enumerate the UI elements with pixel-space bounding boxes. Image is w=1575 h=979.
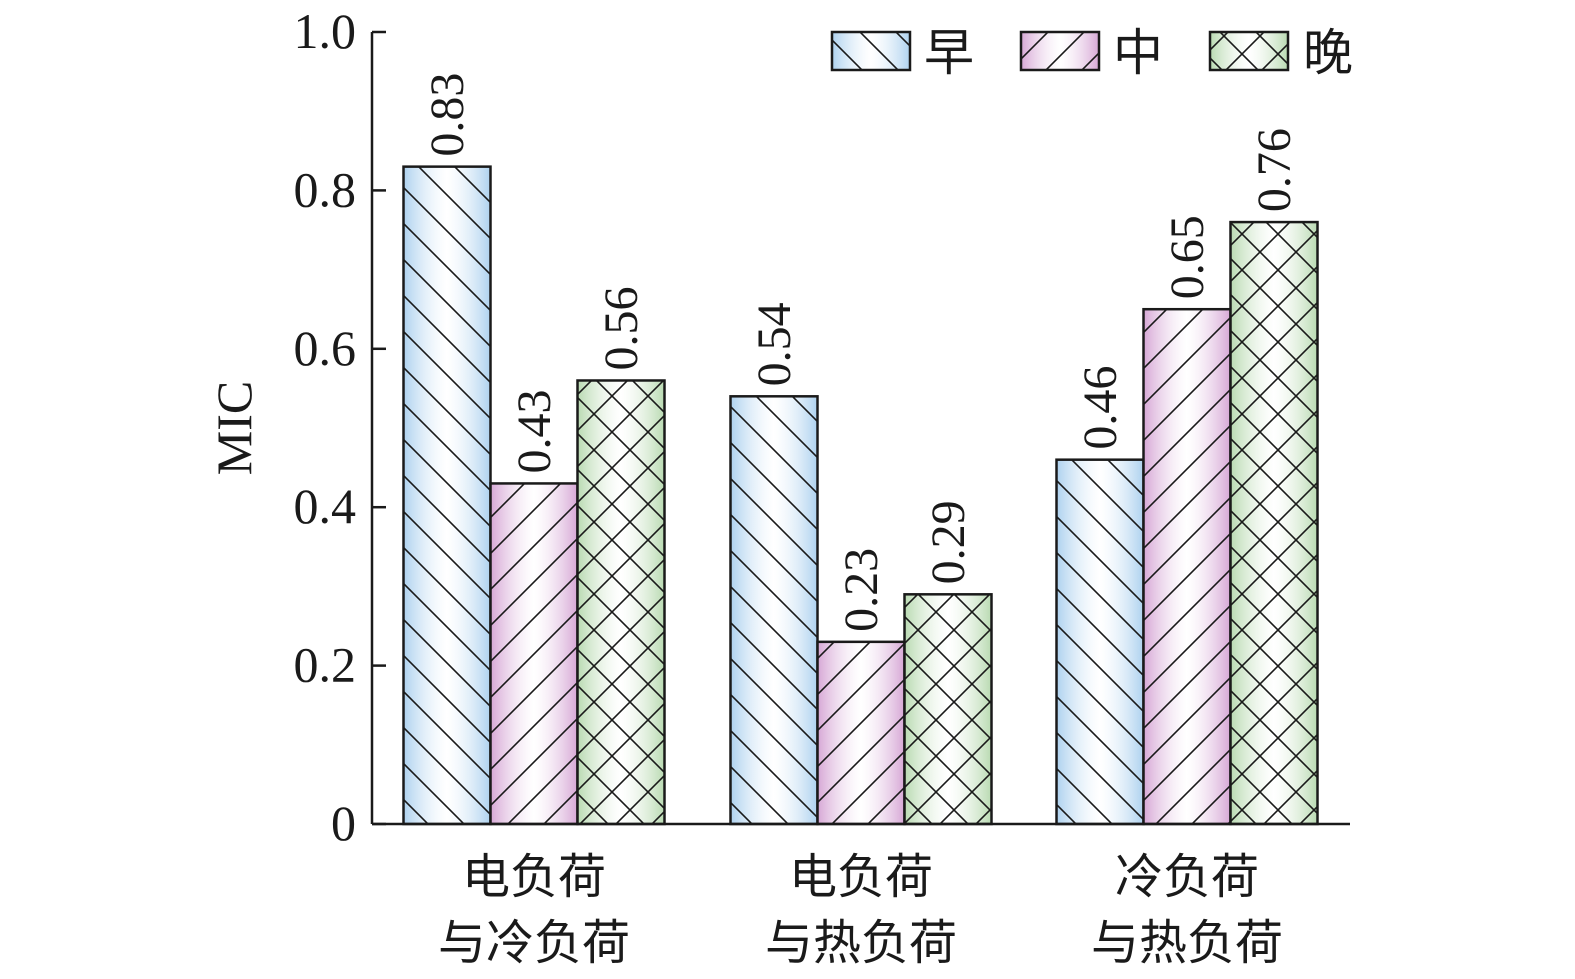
bar-2-1 — [729, 395, 819, 826]
legend-swatch-hatch — [1021, 32, 1099, 70]
y-tick-label: 0 — [331, 795, 356, 851]
y-tick-label: 0.2 — [294, 637, 357, 693]
bar-hatch — [817, 641, 905, 824]
legend-swatch-hatch — [832, 32, 910, 70]
axes-layer: 0 0.2 0.4 0.6 0.8 1.0 MIC — [206, 3, 1350, 851]
y-tick-label: 0.4 — [294, 478, 357, 534]
bar-hatch — [1143, 309, 1231, 824]
bar-3-1 — [1055, 458, 1145, 826]
legend-swatch-hatch — [1210, 32, 1288, 70]
category-label: 与热负荷 — [765, 915, 957, 971]
legend-swatch-outline — [1208, 30, 1290, 72]
legend: 早中晚 — [830, 24, 1353, 82]
bar-2-3 — [903, 593, 993, 826]
bar-3-3 — [1229, 220, 1319, 826]
category-label: 冷负荷 — [1115, 849, 1259, 905]
bar-1-2 — [489, 482, 579, 826]
value-label: 0.54 — [748, 302, 801, 386]
value-label: 0.56 — [595, 286, 648, 370]
bar-hatch — [904, 594, 992, 824]
bar-3-2 — [1142, 307, 1232, 826]
bar-hatch — [1230, 222, 1318, 824]
bar-1-3 — [576, 379, 666, 826]
value-label: 0.23 — [835, 548, 888, 632]
legend-swatch-outline — [1019, 30, 1101, 72]
value-label: 0.76 — [1248, 128, 1301, 212]
legend-item-2: 中 — [1019, 24, 1163, 82]
legend-item-3: 晚 — [1208, 24, 1353, 82]
y-axis-label: MIC — [206, 381, 262, 475]
bar-hatch — [1056, 459, 1144, 824]
legend-label: 中 — [1113, 24, 1163, 82]
value-label: 0.43 — [508, 389, 561, 473]
value-label: 0.46 — [1074, 366, 1127, 450]
bar-1-1 — [402, 165, 492, 826]
value-label: 0.29 — [922, 500, 975, 584]
legend-swatch-outline — [830, 30, 912, 72]
legend-label: 晚 — [1303, 24, 1353, 82]
bar-hatch — [403, 166, 491, 824]
value-label: 0.65 — [1161, 215, 1214, 299]
y-tick-label: 1.0 — [294, 3, 357, 59]
bar-hatch — [577, 380, 665, 824]
bar-hatch — [730, 396, 818, 824]
category-label: 与冷负荷 — [438, 915, 630, 971]
y-tick-label: 0.8 — [294, 161, 357, 217]
category-label: 电负荷 — [462, 849, 606, 905]
value-label: 0.83 — [421, 73, 474, 157]
bar-2-2 — [816, 640, 906, 826]
bars-layer — [402, 165, 1319, 826]
category-label: 电负荷 — [789, 849, 933, 905]
category-label: 与热负荷 — [1091, 915, 1283, 971]
legend-item-1: 早 — [830, 24, 974, 82]
legend-label: 早 — [924, 24, 974, 82]
bar-hatch — [490, 483, 578, 824]
y-tick-label: 0.6 — [294, 320, 357, 376]
